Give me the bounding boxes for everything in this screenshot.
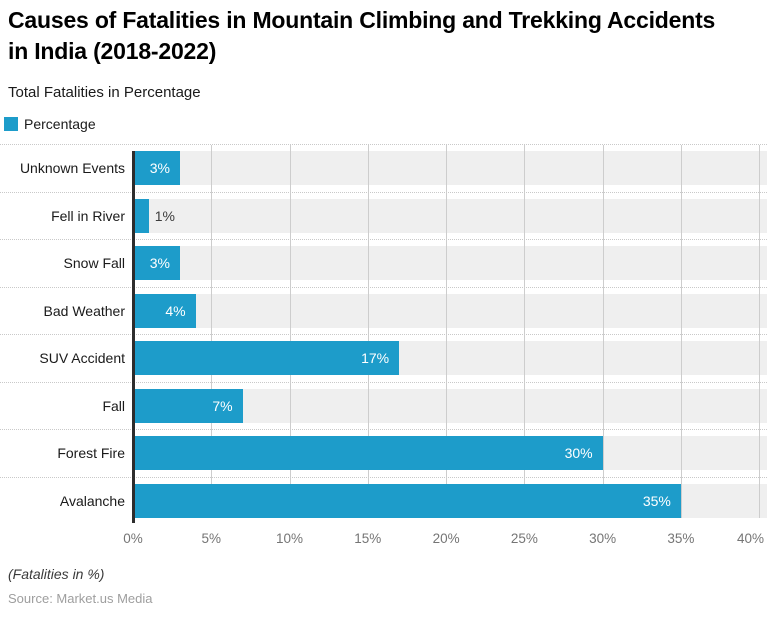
chart-row: Unknown Events 3% <box>0 145 767 193</box>
bar-chart: Unknown Events 3% Fell in River 1% Snow Fall… <box>0 144 767 548</box>
category-label: Snow Fall <box>63 255 125 272</box>
gridline <box>367 145 369 518</box>
x-tick-label: 20% <box>432 531 460 546</box>
category-label: Forest Fire <box>57 445 125 462</box>
bar: 30% <box>133 436 603 471</box>
x-tick-label: 30% <box>589 531 617 546</box>
category-label: Bad Weather <box>43 302 125 319</box>
x-axis-labels: 0% 5% 10% 15% 20% 25% 30% 35% 40% <box>0 525 767 549</box>
chart-row: SUV Accident 17% <box>0 335 767 383</box>
source-credit: Source: Market.us Media <box>8 591 153 606</box>
x-tick-label: 40% <box>736 531 764 546</box>
footnote: (Fatalities in %) <box>8 566 105 582</box>
x-tick-label: 15% <box>354 531 382 546</box>
bar-track: 30% <box>133 436 767 471</box>
bar-value-label: 1% <box>154 207 175 224</box>
gridline <box>289 145 291 518</box>
bar-value-label: 35% <box>642 493 671 510</box>
chart-row: Avalanche 35% <box>0 478 767 526</box>
bar-value-label: 3% <box>149 255 170 272</box>
gridline <box>446 145 448 518</box>
bar: 35% <box>133 484 681 519</box>
bar-value-label: 7% <box>212 397 233 414</box>
legend-label: Percentage <box>24 116 96 132</box>
chart-row: Fell in River 1% <box>0 193 767 240</box>
x-tick-label: 25% <box>510 531 538 546</box>
bar-track: 4% <box>133 293 767 328</box>
bar-track: 3% <box>133 246 767 281</box>
chart-row: Fall 7% <box>0 383 767 430</box>
category-label: Avalanche <box>59 493 125 510</box>
bar: 17% <box>133 341 400 376</box>
x-tick-label: 0% <box>123 531 143 546</box>
bar: 3% <box>133 151 180 186</box>
bar-track: 1% <box>133 198 767 233</box>
category-label: Unknown Events <box>19 160 125 177</box>
bar-track: 35% <box>133 484 767 519</box>
bar: 4% <box>133 293 196 328</box>
bar-track: 7% <box>133 388 767 423</box>
gridline <box>602 145 604 518</box>
bar: 1% <box>133 198 175 233</box>
bar-track: 3% <box>133 151 767 186</box>
gridline <box>211 145 213 518</box>
bar-value-label: 3% <box>149 160 170 177</box>
bar-track: 17% <box>133 341 767 376</box>
x-tick-label: 5% <box>201 531 222 546</box>
chart-row: Snow Fall 3% <box>0 240 767 288</box>
legend-swatch-icon <box>4 117 18 131</box>
bar: 3% <box>133 246 180 281</box>
bar: 7% <box>133 388 243 423</box>
bar-value-label: 4% <box>165 302 186 319</box>
gridline <box>759 145 761 518</box>
x-tick-label: 35% <box>667 531 695 546</box>
chart-title: Causes of Fatalities in Mountain Climbin… <box>8 7 716 64</box>
gridline <box>680 145 682 518</box>
chart-row: Bad Weather 4% <box>0 288 767 335</box>
chart-row: Forest Fire 30% <box>0 430 767 478</box>
legend: Percentage <box>4 116 96 132</box>
bar-value-label: 17% <box>361 350 390 367</box>
x-tick-label: 10% <box>275 531 304 546</box>
category-label: Fall <box>102 397 125 414</box>
zero-axis-line <box>132 151 135 523</box>
bar-value-label: 30% <box>564 445 593 462</box>
chart-subtitle: Total Fatalities in Percentage <box>8 84 201 101</box>
category-label: Fell in River <box>51 207 125 224</box>
gridline <box>524 145 526 518</box>
category-label: SUV Accident <box>39 350 125 367</box>
chart-rows: Unknown Events 3% Fell in River 1% Snow Fall… <box>0 145 767 525</box>
